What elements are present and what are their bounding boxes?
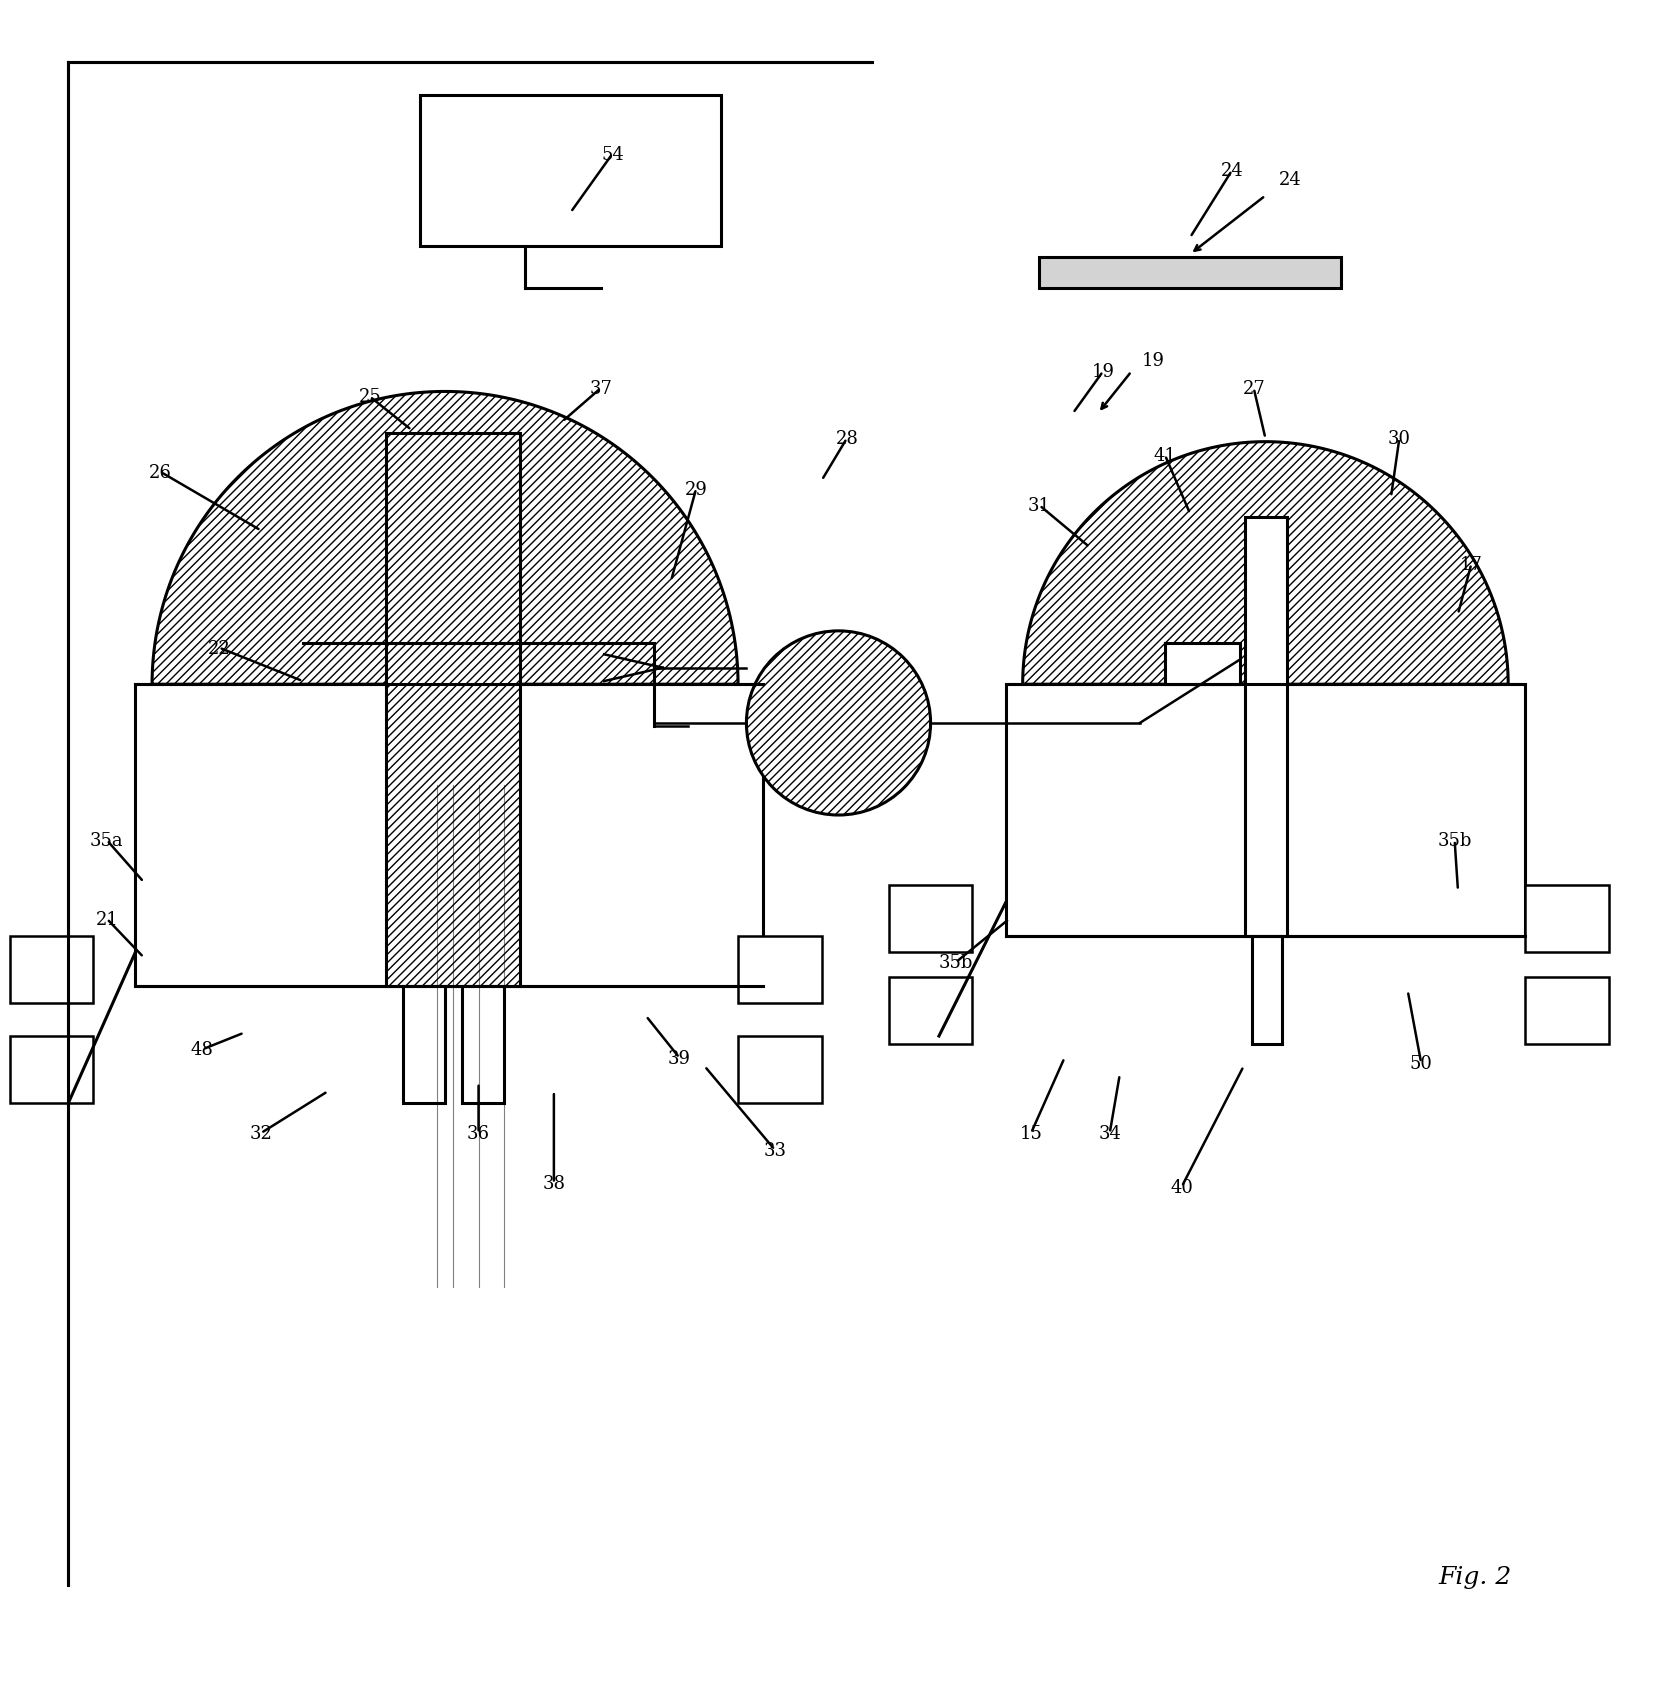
Bar — [1006, 684, 1524, 936]
Bar — [461, 987, 503, 1104]
Text: 31: 31 — [1028, 498, 1051, 514]
Text: 48: 48 — [191, 1041, 213, 1060]
Text: 35a: 35a — [91, 832, 124, 849]
Text: 34: 34 — [1098, 1124, 1122, 1143]
Text: 54: 54 — [600, 146, 624, 163]
Polygon shape — [153, 392, 738, 684]
Bar — [1253, 936, 1283, 1044]
Text: 19: 19 — [1142, 351, 1166, 370]
Text: 26: 26 — [149, 464, 171, 482]
Text: 35b: 35b — [1437, 832, 1472, 849]
Bar — [10, 1036, 94, 1104]
Bar — [1524, 886, 1608, 953]
Text: 35b: 35b — [939, 954, 973, 971]
Bar — [10, 936, 94, 1004]
Text: 17: 17 — [1461, 555, 1482, 574]
Text: 30: 30 — [1389, 430, 1410, 448]
Text: 41: 41 — [1154, 447, 1176, 465]
Bar — [1040, 258, 1342, 289]
Text: 36: 36 — [466, 1124, 490, 1143]
Text: 50: 50 — [1410, 1054, 1432, 1071]
Text: 22: 22 — [208, 638, 230, 657]
Bar — [889, 978, 973, 1044]
Text: 40: 40 — [1171, 1178, 1192, 1195]
Text: 28: 28 — [835, 430, 859, 448]
Bar — [738, 1036, 822, 1104]
Bar — [889, 886, 973, 953]
Text: 19: 19 — [1092, 363, 1115, 380]
Bar — [402, 987, 444, 1104]
Bar — [136, 684, 763, 987]
Text: 32: 32 — [250, 1124, 272, 1143]
Bar — [386, 435, 520, 987]
Text: 29: 29 — [684, 481, 708, 498]
Bar — [419, 97, 721, 246]
Bar — [1246, 518, 1288, 936]
Bar — [738, 936, 822, 1004]
Text: 24: 24 — [1221, 163, 1243, 180]
Text: 15: 15 — [1020, 1124, 1043, 1143]
Text: 27: 27 — [1243, 380, 1264, 397]
Text: 25: 25 — [359, 389, 381, 406]
Bar — [1166, 644, 1241, 684]
Text: 39: 39 — [667, 1049, 691, 1066]
Text: 37: 37 — [589, 380, 612, 397]
Text: 21: 21 — [96, 910, 119, 929]
Text: 33: 33 — [763, 1141, 787, 1160]
Text: 38: 38 — [542, 1175, 565, 1192]
Circle shape — [746, 632, 931, 815]
Polygon shape — [1023, 443, 1508, 684]
Text: Fig. 2: Fig. 2 — [1439, 1566, 1511, 1588]
Bar — [1524, 978, 1608, 1044]
Text: 24: 24 — [1280, 171, 1301, 188]
